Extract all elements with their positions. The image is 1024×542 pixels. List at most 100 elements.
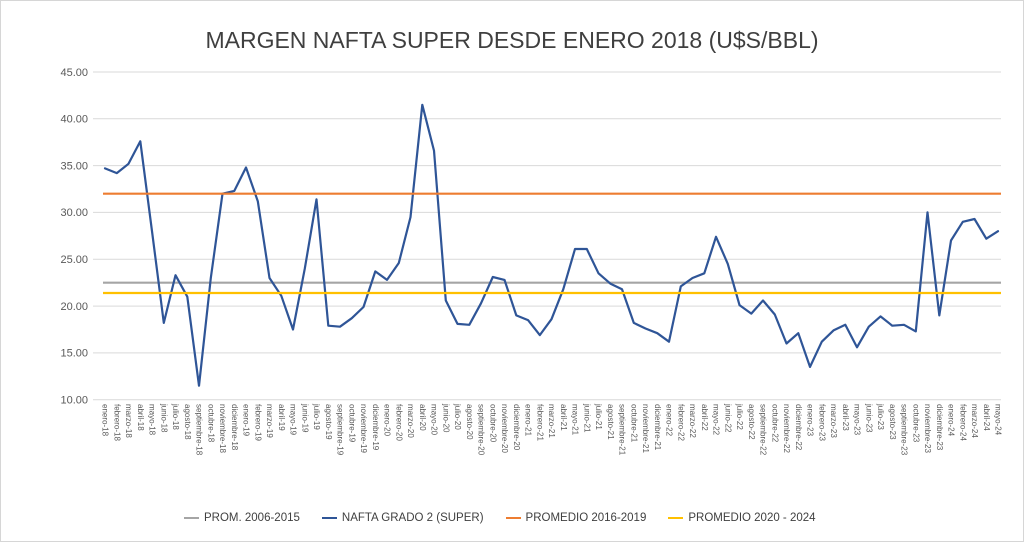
x-tick-label: julio-21 — [594, 403, 603, 430]
x-tick-label: julio-22 — [735, 403, 744, 430]
x-tick-label: abril-20 — [418, 404, 427, 431]
x-tick-label: febrero-18 — [112, 404, 121, 441]
x-tick-label: junio-19 — [300, 403, 309, 433]
x-tick-label: julio-20 — [453, 403, 462, 430]
legend-swatch-yellow-line — [668, 516, 684, 520]
x-tick-label: noviembre-19 — [359, 404, 368, 453]
x-tick-label: febrero-20 — [394, 404, 403, 441]
chart-title: MARGEN NAFTA SUPER DESDE ENERO 2018 (U$S… — [205, 27, 819, 53]
x-tick-label: septiembre-21 — [618, 404, 627, 456]
x-tick-label: marzo-19 — [265, 404, 274, 438]
legend-label: PROMEDIO 2020 - 2024 — [688, 512, 816, 524]
x-tick-label: octubre-21 — [629, 404, 638, 443]
legend-item-nafta-grado-2-super: NAFTA GRADO 2 (SUPER) — [321, 512, 484, 524]
y-tick-label: 30.00 — [60, 207, 88, 219]
x-tick-label: junio-21 — [582, 403, 591, 433]
x-tick-label: abril-18 — [136, 404, 145, 431]
x-tick-label: febrero-23 — [817, 404, 826, 441]
x-tick-label: agosto-21 — [606, 404, 615, 440]
y-tick-label: 15.00 — [60, 348, 88, 360]
x-tick-label: noviembre-20 — [500, 404, 509, 453]
legend-item-promedio-2016-2019: PROMEDIO 2016-2019 — [505, 512, 647, 524]
x-tick-label: enero-23 — [806, 404, 815, 437]
y-tick-label: 40.00 — [60, 114, 88, 126]
x-tick-label: septiembre-20 — [477, 404, 486, 456]
x-tick-label: agosto-23 — [888, 404, 897, 440]
x-tick-label: abril-19 — [277, 404, 286, 431]
x-tick-label: noviembre-21 — [641, 404, 650, 453]
x-tick-label: octubre-18 — [206, 404, 215, 443]
x-tick-label: agosto-22 — [747, 404, 756, 440]
x-tick-label: diciembre-23 — [935, 404, 944, 451]
x-tick-label: noviembre-23 — [923, 404, 932, 453]
x-tick-label: diciembre-21 — [653, 404, 662, 451]
x-tick-label: marzo-22 — [688, 404, 697, 438]
x-tick-label: marzo-20 — [406, 404, 415, 438]
x-tick-label: febrero-22 — [676, 404, 685, 441]
x-tick-label: noviembre-22 — [782, 404, 791, 453]
x-tick-label: septiembre-19 — [336, 404, 345, 456]
x-tick-label: diciembre-19 — [371, 404, 380, 451]
x-tick-label: enero-24 — [947, 404, 956, 437]
x-tick-label: enero-19 — [242, 404, 251, 437]
x-tick-label: septiembre-22 — [759, 404, 768, 456]
legend-item-prom-2006-2015: PROM. 2006-2015 — [184, 512, 300, 524]
x-tick-label: agosto-19 — [324, 404, 333, 440]
x-tick-label: octubre-19 — [347, 404, 356, 443]
x-tick-label: enero-20 — [383, 404, 392, 437]
x-tick-label: mayo-18 — [148, 404, 157, 436]
legend-label: PROMEDIO 2016-2019 — [525, 512, 647, 524]
y-tick-label: 35.00 — [60, 160, 88, 172]
legend-swatch-gray-line — [184, 516, 199, 520]
legend: PROM. 2006-2015 NAFTA GRADO 2 (SUPER) PR… — [184, 512, 816, 524]
y-tick-label: 45.00 — [60, 67, 88, 79]
x-tick-label: agosto-18 — [183, 404, 192, 440]
x-tick-label: abril-23 — [841, 404, 850, 431]
x-tick-label: julio-19 — [312, 403, 321, 430]
x-tick-label: junio-23 — [864, 403, 873, 433]
x-tick-label: enero-22 — [665, 404, 674, 437]
x-tick-label: junio-22 — [723, 403, 732, 433]
x-tick-label: mayo-20 — [430, 404, 439, 436]
x-tick-label: junio-20 — [441, 403, 450, 433]
x-tick-label: abril-24 — [982, 404, 991, 431]
y-tick-label: 20.00 — [60, 301, 88, 313]
x-tick-label: diciembre-22 — [794, 404, 803, 451]
legend-swatch-blue-line — [321, 516, 337, 520]
x-tick-label: mayo-23 — [853, 404, 862, 436]
x-tick-label: enero-21 — [524, 404, 533, 437]
x-tick-label: octubre-23 — [911, 404, 920, 443]
x-tick-label: febrero-19 — [253, 404, 262, 441]
x-tick-label: octubre-22 — [770, 404, 779, 443]
x-tick-label: mayo-24 — [994, 404, 1003, 436]
x-tick-label: noviembre-18 — [218, 404, 227, 453]
x-tick-label: septiembre-23 — [900, 404, 909, 456]
x-tick-label: mayo-21 — [571, 404, 580, 436]
y-tick-label: 10.00 — [60, 395, 88, 407]
x-tick-label: octubre-20 — [488, 404, 497, 443]
x-tick-label: diciembre-20 — [512, 404, 521, 451]
legend-label: PROM. 2006-2015 — [204, 512, 300, 524]
x-tick-label: agosto-20 — [465, 404, 474, 440]
x-tick-label: marzo-18 — [124, 404, 133, 438]
x-tick-label: junio-18 — [159, 403, 168, 433]
x-tick-label: mayo-19 — [289, 404, 298, 436]
x-tick-label: febrero-24 — [958, 404, 967, 441]
x-tick-label: marzo-24 — [970, 404, 979, 438]
x-tick-label: marzo-21 — [547, 404, 556, 438]
x-tick-label: abril-22 — [700, 404, 709, 431]
x-tick-label: marzo-23 — [829, 404, 838, 438]
x-tick-label: septiembre-18 — [195, 404, 204, 456]
x-tick-label: enero-18 — [101, 404, 110, 437]
x-tick-label: julio-23 — [876, 403, 885, 430]
x-tick-label: diciembre-18 — [230, 404, 239, 451]
legend-swatch-orange-line — [505, 516, 521, 520]
x-tick-label: abril-21 — [559, 404, 568, 431]
x-tick-label: julio-18 — [171, 403, 180, 430]
series-line-nafta-grado-2-super — [103, 103, 1000, 387]
legend-label: NAFTA GRADO 2 (SUPER) — [341, 512, 484, 524]
y-tick-label: 25.00 — [60, 254, 88, 266]
x-tick-label: mayo-22 — [712, 404, 721, 436]
